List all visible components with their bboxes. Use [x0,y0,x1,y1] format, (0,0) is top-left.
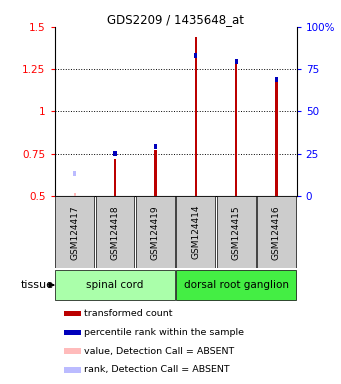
Bar [217,196,255,268]
Bar [114,151,117,156]
Bar [154,150,157,196]
Text: GSM124415: GSM124415 [232,205,241,260]
Bar [275,77,278,82]
Text: GSM124414: GSM124414 [191,205,200,260]
Bar [55,270,175,300]
Text: spinal cord: spinal cord [86,280,144,290]
Bar [194,53,197,58]
Text: GSM124419: GSM124419 [151,205,160,260]
Bar [195,37,197,196]
Bar [64,311,81,316]
Bar [176,270,296,300]
Bar [55,196,94,268]
Bar [235,59,238,64]
Bar [64,329,81,335]
Bar [114,159,116,196]
Text: GSM124416: GSM124416 [272,205,281,260]
Text: transformed count: transformed count [84,309,172,318]
Bar [257,196,296,268]
Text: GSM124418: GSM124418 [110,205,120,260]
Bar [176,196,215,268]
Text: dorsal root ganglion: dorsal root ganglion [184,280,288,290]
Bar [64,367,81,373]
Text: GSM124417: GSM124417 [70,205,79,260]
Title: GDS2209 / 1435648_at: GDS2209 / 1435648_at [107,13,244,26]
Bar [96,196,134,268]
Bar [64,348,81,354]
Bar [74,193,76,196]
Text: value, Detection Call = ABSENT: value, Detection Call = ABSENT [84,347,234,356]
Text: rank, Detection Call = ABSENT: rank, Detection Call = ABSENT [84,366,229,374]
Bar [136,196,175,268]
Text: percentile rank within the sample: percentile rank within the sample [84,328,243,337]
Bar [275,79,278,196]
Text: tissue: tissue [21,280,54,290]
Bar [235,62,237,196]
Bar [73,170,76,176]
Bar [154,144,157,149]
